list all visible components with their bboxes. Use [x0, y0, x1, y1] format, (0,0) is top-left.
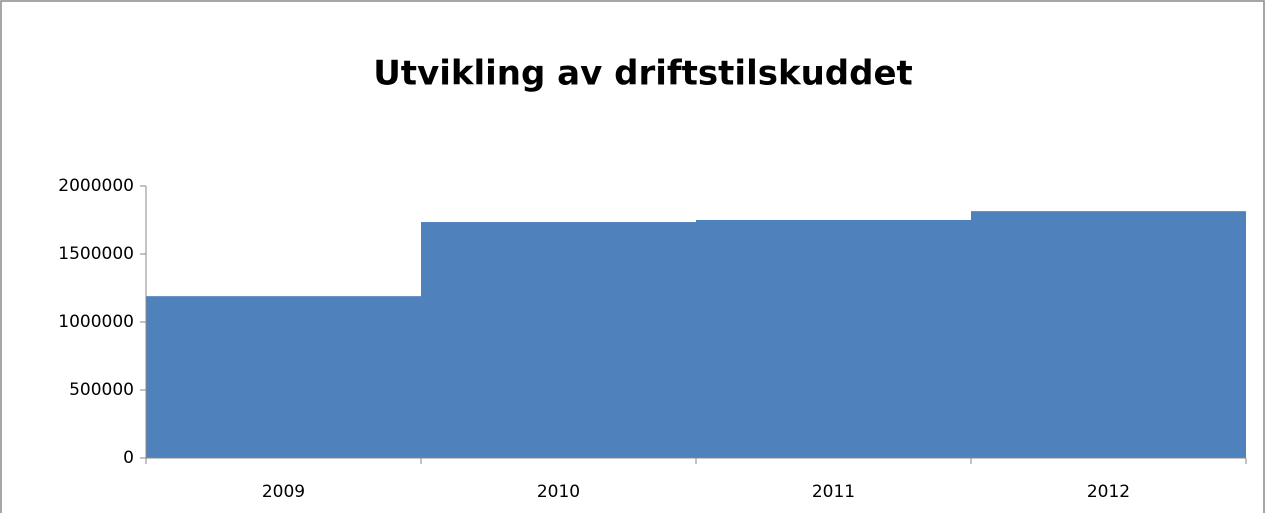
- bar: [971, 211, 1246, 458]
- y-tick-label: 1500000: [58, 244, 134, 264]
- bar: [421, 222, 696, 458]
- y-tick-label: 2000000: [58, 176, 134, 196]
- x-tick-label: 2011: [812, 482, 855, 502]
- y-tick-label: 500000: [69, 380, 134, 400]
- chart-title: Utvikling av driftstilskuddet: [373, 54, 913, 94]
- x-tick-label: 2010: [537, 482, 580, 502]
- y-tick-label: 1000000: [58, 312, 134, 332]
- x-tick-label: 2009: [262, 482, 305, 502]
- bar: [696, 220, 971, 458]
- y-tick-label: 0: [123, 448, 134, 468]
- x-tick-label: 2012: [1087, 482, 1130, 502]
- bar: [146, 296, 421, 458]
